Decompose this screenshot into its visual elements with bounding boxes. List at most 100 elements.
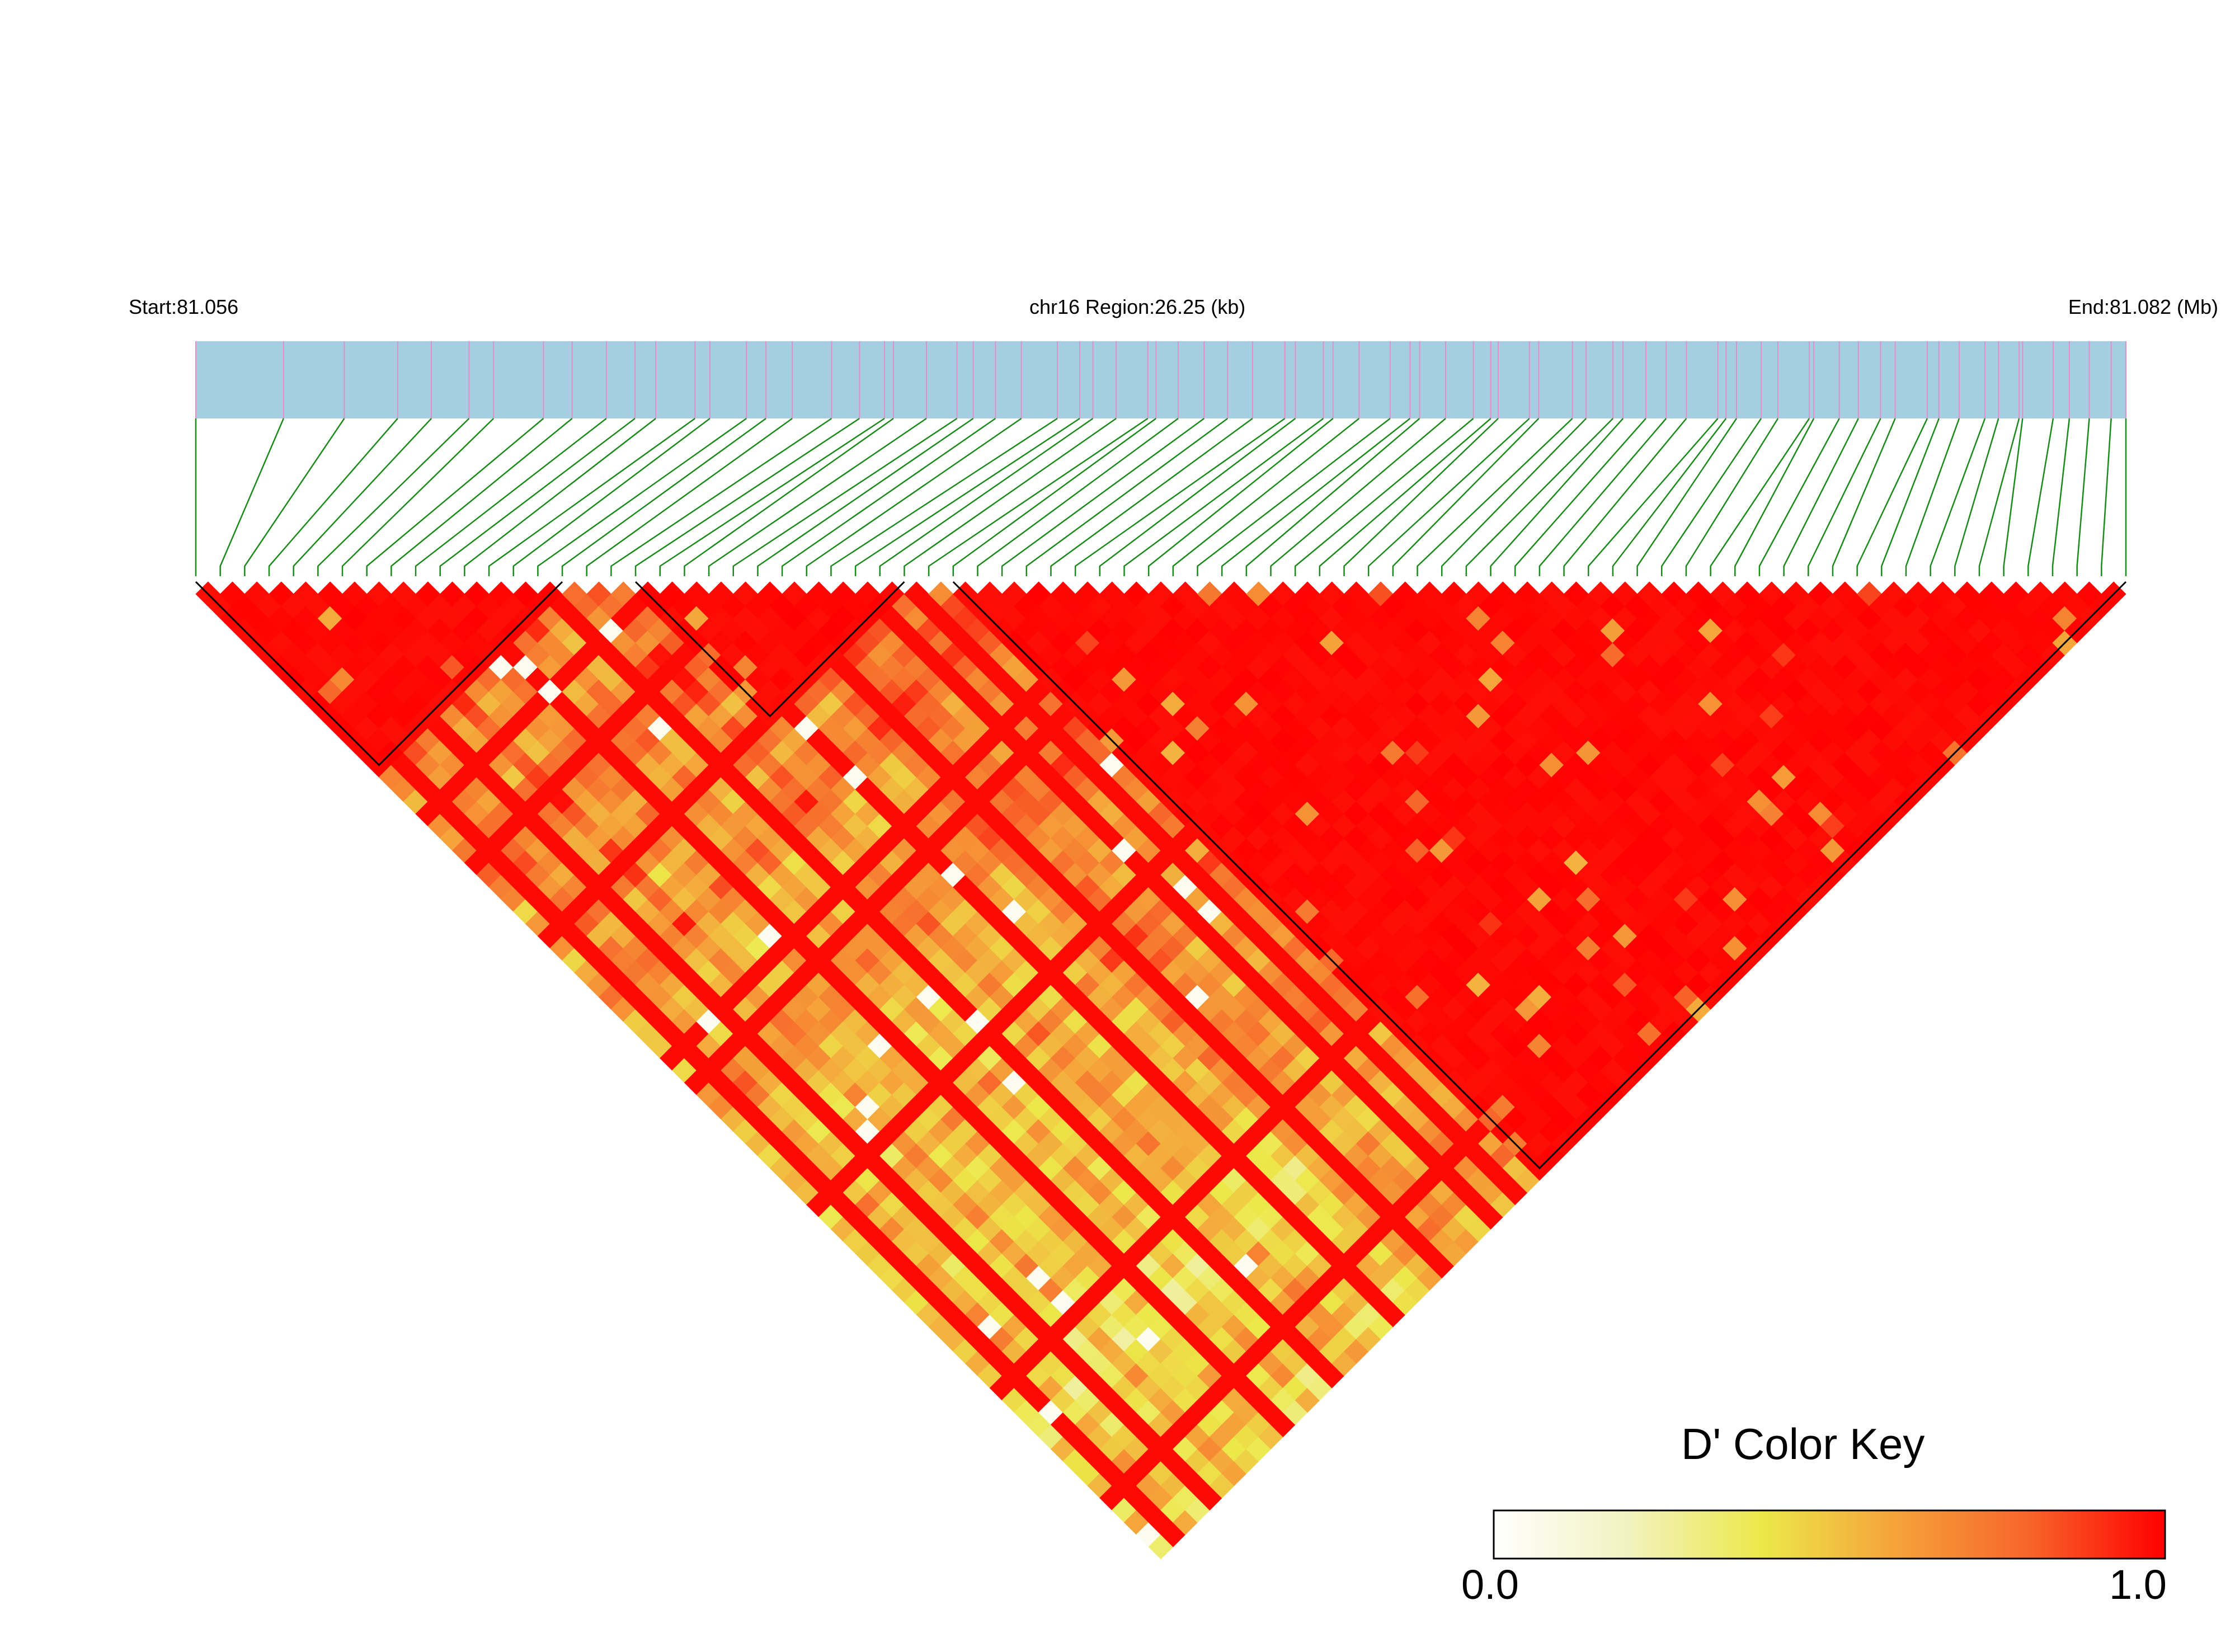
ld-cell	[1563, 1021, 1589, 1047]
snp-connector-64	[1734, 418, 1815, 576]
ld-cell	[2003, 581, 2029, 607]
snp-connector-34	[1001, 417, 1205, 576]
ld-cell	[1453, 618, 1479, 643]
ld-cell	[1466, 606, 1491, 631]
ld-cell	[1514, 1070, 1540, 1095]
ld-cell	[660, 972, 685, 998]
ld-cell	[1551, 984, 1577, 1010]
snp-connector-70	[1881, 418, 1940, 576]
snp-track	[196, 341, 2126, 418]
ld-cell	[1392, 606, 1418, 631]
ld-block-outline-3	[952, 581, 2127, 1170]
ld-cell	[464, 630, 490, 656]
ld-cell	[1441, 581, 1467, 607]
snp-connector-31	[928, 417, 1149, 576]
ld-cell	[1453, 1033, 1479, 1059]
snp-connector-45	[1270, 418, 1446, 576]
ld-cell	[1588, 1046, 1613, 1071]
ld-cell	[1563, 972, 1589, 998]
ld-cell	[598, 618, 624, 643]
ld-cell	[1600, 642, 1626, 668]
ld-cell	[1661, 606, 1687, 631]
ld-cell	[1148, 630, 1174, 656]
ld-cell	[317, 581, 343, 607]
ld-cell	[1112, 1033, 1137, 1059]
ld-cell	[1099, 1046, 1125, 1071]
ld-cell	[1075, 630, 1100, 656]
snp-connector-19	[634, 417, 860, 576]
ld-cell	[525, 642, 550, 668]
ld-cell	[1466, 630, 1491, 656]
snp-connector-69	[1856, 418, 1928, 576]
ld-cell	[1405, 1057, 1430, 1083]
ld-cell	[501, 642, 526, 668]
ld-cell	[1539, 1021, 1565, 1047]
ld-cell	[745, 1082, 770, 1108]
ld-cell	[806, 1094, 832, 1120]
ld-cell	[647, 1009, 673, 1034]
ld-cell	[1527, 594, 1552, 619]
ld-cell	[1636, 1021, 1662, 1047]
ld-cell	[1405, 618, 1430, 643]
ld-cell	[1441, 972, 1467, 998]
ld-cell	[1575, 642, 1601, 668]
ld-cell	[1588, 630, 1613, 656]
ld-cell	[586, 972, 612, 998]
ld-cell	[1612, 972, 1638, 998]
ld-cell	[1441, 1119, 1467, 1145]
ld-cell	[1038, 1009, 1064, 1034]
snp-connector-67	[1808, 418, 1881, 576]
ld-cell	[721, 1057, 746, 1083]
ld-cell	[549, 618, 575, 643]
ld-cell	[1502, 594, 1528, 619]
snp-connector-37	[1074, 417, 1286, 576]
ld-cell	[2052, 606, 2078, 631]
ld-cell	[1881, 630, 1907, 656]
ld-cell	[1441, 1021, 1467, 1047]
ld-cell	[1136, 594, 1161, 619]
ld-cell	[1417, 1021, 1442, 1047]
ld-cell	[1453, 984, 1479, 1010]
ld-cell	[1087, 618, 1113, 643]
ld-cell	[1417, 1119, 1442, 1145]
ld-cell	[1099, 581, 1125, 607]
ld-cell	[390, 630, 416, 656]
ld-cell	[1966, 642, 1992, 668]
ld-cell	[501, 594, 526, 619]
ld-cell	[733, 630, 759, 656]
ld-cell	[1392, 1119, 1418, 1145]
ld-cell	[1502, 642, 1528, 668]
ld-cell	[1087, 984, 1113, 1010]
ld-cell	[794, 984, 820, 1010]
ld-cell	[1478, 1057, 1503, 1083]
ld-cell	[1441, 606, 1467, 631]
snp-connector-30	[904, 417, 1117, 576]
color-key-title: D' Color Key	[1681, 1419, 1925, 1469]
ld-cell	[696, 618, 722, 643]
ld-cell	[708, 1070, 734, 1095]
ld-cell	[1087, 1082, 1113, 1108]
ld-cell	[1563, 581, 1589, 607]
snp-connector-12	[464, 418, 656, 576]
ld-cell	[1148, 1046, 1174, 1071]
ld-cell	[1588, 606, 1613, 631]
ld-cell	[1148, 1070, 1174, 1095]
ld-cell	[1918, 594, 1944, 619]
snp-connector-71	[1905, 418, 1960, 576]
ld-cell	[586, 606, 612, 631]
ld-cell	[806, 630, 832, 656]
ld-cell	[1099, 1119, 1125, 1145]
snp-connector-11	[439, 418, 636, 576]
ld-cell	[1918, 642, 1944, 668]
snp-connector-38	[1099, 418, 1296, 576]
ld-cell	[1123, 996, 1149, 1022]
ld-cell	[1136, 1033, 1161, 1059]
snp-connector-15	[537, 417, 747, 576]
ld-cell	[354, 594, 380, 619]
ld-cell	[1625, 618, 1650, 643]
ld-cell	[1417, 630, 1442, 656]
ld-cell	[1392, 1094, 1418, 1120]
ld-cell	[1563, 1070, 1589, 1095]
ld-cell	[1466, 581, 1491, 607]
ld-cell	[476, 594, 502, 619]
